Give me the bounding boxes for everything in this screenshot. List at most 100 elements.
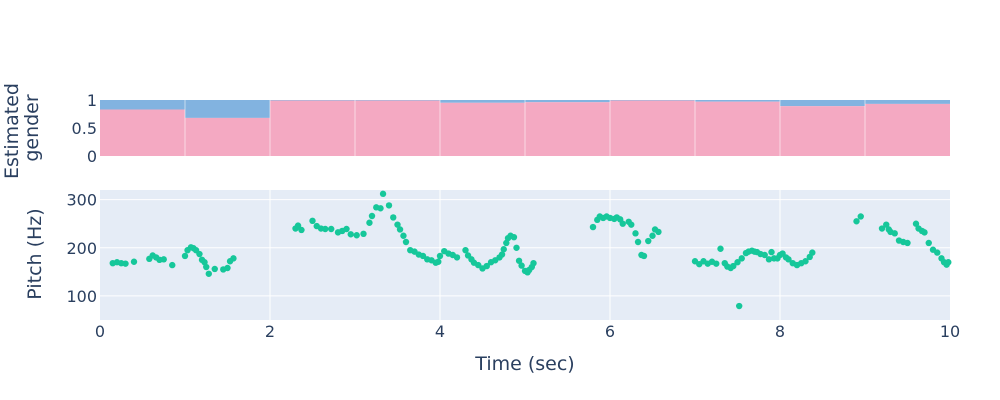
x-tick-label: 6 <box>605 322 615 341</box>
pitch-point <box>230 255 237 262</box>
pitch-point <box>904 239 911 247</box>
pitch-point <box>878 225 886 232</box>
gender-male-bar-4 <box>440 100 525 103</box>
pitch-point <box>360 230 367 238</box>
pitch-point <box>785 256 792 263</box>
gender-female-bar-0 <box>100 109 185 156</box>
pitch-point <box>160 256 167 263</box>
pitch-point <box>390 214 397 221</box>
pitch-point <box>730 262 737 270</box>
pitch-point <box>435 258 442 265</box>
gender-female-bar-5 <box>525 102 610 156</box>
x-tick-label: 10 <box>940 322 960 341</box>
gender-y-axis-title-line-2: gender <box>21 94 43 162</box>
pitch-point <box>122 260 129 267</box>
pitch-point <box>761 251 768 259</box>
x-tick-label: 2 <box>265 322 275 341</box>
pitch-point <box>366 219 373 226</box>
pitch-point <box>368 212 376 220</box>
pitch-point <box>462 246 469 254</box>
pitch-points <box>109 190 952 310</box>
gender-male-bar-5 <box>525 100 610 103</box>
gender-female-bar-1 <box>185 117 270 156</box>
pitch-point <box>619 220 626 227</box>
pitch-point <box>394 221 401 228</box>
gender-y-axis-title-line-1: Estimated <box>1 83 23 179</box>
pitch-point <box>196 250 203 258</box>
pitch-point <box>498 251 506 258</box>
pitch-point <box>224 264 231 272</box>
pitch-point <box>402 238 410 246</box>
pitch-point <box>912 220 920 227</box>
gender-panel: 00.51 Estimated gender <box>1 77 950 179</box>
pitch-point <box>205 270 212 277</box>
pitch-point <box>857 213 864 220</box>
pitch-point <box>734 259 741 266</box>
gender-y-axis-title: Estimated gender <box>1 77 43 179</box>
pitch-point <box>500 246 507 253</box>
gender-y-tick-label: 0 <box>87 147 97 166</box>
pitch-point <box>353 232 360 239</box>
pitch-point <box>883 221 890 228</box>
pitch-point <box>201 259 208 266</box>
pitch-point <box>294 222 302 229</box>
pitch-x-ticks: 0 2 4 6 8 10 <box>95 322 960 341</box>
gender-y-ticks: 00.51 <box>72 91 97 166</box>
pitch-point <box>377 205 384 212</box>
pitch-point <box>645 237 652 245</box>
pitch-point <box>298 226 305 234</box>
pitch-point <box>436 252 444 260</box>
pitch-plot-background <box>100 190 950 320</box>
pitch-point <box>515 257 523 264</box>
gender-bars <box>100 100 950 156</box>
gender-male-bar-8 <box>780 100 865 107</box>
pitch-point <box>736 302 743 310</box>
pitch-point <box>738 255 745 262</box>
pitch-point <box>211 265 218 273</box>
gender-male-bar-7 <box>695 100 780 102</box>
x-tick-label: 8 <box>775 322 785 341</box>
pitch-y-axis-title: Pitch (Hz) <box>24 208 46 299</box>
gender-male-bar-6 <box>610 100 695 101</box>
pitch-point <box>453 254 461 261</box>
pitch-point <box>379 190 387 198</box>
gender-female-bar-7 <box>695 101 780 156</box>
pitch-y-tick-label: 200 <box>66 239 97 258</box>
pitch-point <box>503 239 510 247</box>
pitch-point <box>945 259 952 266</box>
pitch-point <box>632 230 639 237</box>
gender-male-bar-3 <box>355 100 440 101</box>
pitch-point <box>518 262 525 269</box>
pitch-point <box>717 245 724 252</box>
gender-female-bar-8 <box>780 106 865 156</box>
pitch-point <box>634 238 642 246</box>
pitch-point <box>347 231 354 238</box>
pitch-point <box>768 248 775 256</box>
pitch-point <box>802 258 809 265</box>
pitch-point <box>640 252 648 260</box>
gender-male-bar-9 <box>865 100 950 104</box>
pitch-point <box>934 249 941 256</box>
pitch-panel: 100 200 300 0 2 4 6 8 10 Pitch (Hz) Time (sec) <box>24 190 960 375</box>
gender-female-bar-9 <box>865 103 950 156</box>
pitch-point <box>891 230 898 237</box>
gender-female-bar-3 <box>355 100 440 156</box>
pitch-point <box>400 232 407 239</box>
gender-female-bar-6 <box>610 100 695 156</box>
pitch-point <box>589 223 597 231</box>
gender-male-bar-1 <box>185 100 270 118</box>
pitch-y-ticks: 100 200 300 <box>66 191 97 306</box>
gender-y-tick-label: 1 <box>87 91 97 110</box>
pitch-point <box>309 217 316 225</box>
pitch-point <box>169 261 176 269</box>
pitch-point <box>628 221 635 228</box>
pitch-point <box>328 225 335 233</box>
gender-y-tick-label: 0.5 <box>72 119 97 138</box>
pitch-point <box>396 226 404 233</box>
pitch-point <box>130 258 138 265</box>
pitch-point <box>713 260 720 267</box>
pitch-point <box>853 218 860 225</box>
pitch-point <box>530 259 537 267</box>
pitch-point <box>765 256 773 263</box>
